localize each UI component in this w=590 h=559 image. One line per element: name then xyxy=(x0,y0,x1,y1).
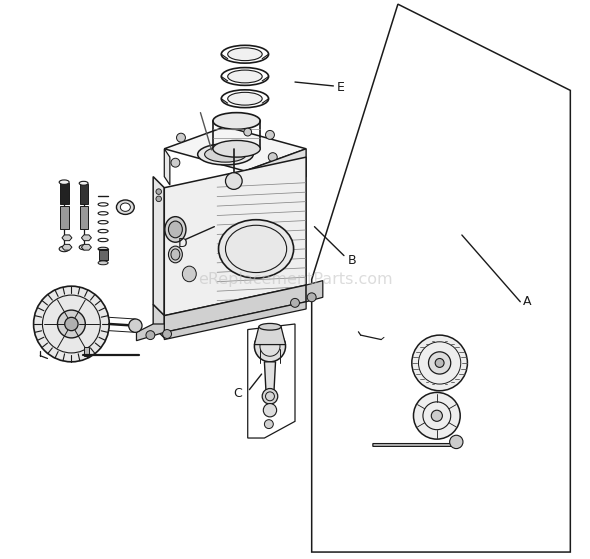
Bar xyxy=(60,206,68,229)
Polygon shape xyxy=(153,177,164,316)
Polygon shape xyxy=(81,235,91,241)
Polygon shape xyxy=(136,324,164,340)
Ellipse shape xyxy=(59,246,69,252)
Circle shape xyxy=(163,330,172,338)
Circle shape xyxy=(290,299,300,307)
Bar xyxy=(60,183,68,205)
Ellipse shape xyxy=(116,200,135,215)
Polygon shape xyxy=(164,285,306,333)
Circle shape xyxy=(146,331,155,339)
Ellipse shape xyxy=(59,180,69,184)
Circle shape xyxy=(428,352,451,374)
Ellipse shape xyxy=(98,261,108,265)
Text: B: B xyxy=(348,254,356,267)
Polygon shape xyxy=(62,244,72,250)
Circle shape xyxy=(171,158,180,167)
Circle shape xyxy=(450,435,463,448)
Ellipse shape xyxy=(169,246,182,263)
Text: eReplacementParts.com: eReplacementParts.com xyxy=(198,272,392,287)
Ellipse shape xyxy=(259,324,281,330)
Ellipse shape xyxy=(218,220,294,278)
Circle shape xyxy=(263,404,277,417)
Polygon shape xyxy=(62,235,72,241)
Polygon shape xyxy=(254,327,286,344)
Polygon shape xyxy=(264,362,276,394)
Ellipse shape xyxy=(228,92,262,105)
Ellipse shape xyxy=(171,249,180,260)
Polygon shape xyxy=(164,302,306,339)
Circle shape xyxy=(57,310,86,338)
Circle shape xyxy=(156,189,162,195)
Circle shape xyxy=(435,358,444,367)
Bar xyxy=(99,250,107,260)
Bar xyxy=(80,184,87,205)
Polygon shape xyxy=(306,281,323,302)
Text: D: D xyxy=(178,237,188,250)
Circle shape xyxy=(254,331,286,362)
Ellipse shape xyxy=(79,245,88,250)
Polygon shape xyxy=(245,149,306,199)
Polygon shape xyxy=(153,305,164,338)
Polygon shape xyxy=(164,126,306,171)
Circle shape xyxy=(414,392,460,439)
Ellipse shape xyxy=(228,70,262,83)
Text: E: E xyxy=(337,81,345,94)
Circle shape xyxy=(412,335,467,391)
Circle shape xyxy=(264,420,273,429)
Polygon shape xyxy=(373,437,456,447)
Circle shape xyxy=(225,173,242,190)
Circle shape xyxy=(244,128,251,136)
Ellipse shape xyxy=(79,181,88,185)
Ellipse shape xyxy=(120,203,130,211)
Ellipse shape xyxy=(228,48,262,60)
Bar xyxy=(84,347,89,356)
Circle shape xyxy=(129,319,142,333)
Polygon shape xyxy=(164,149,170,185)
Ellipse shape xyxy=(205,146,247,162)
Ellipse shape xyxy=(213,112,260,129)
Circle shape xyxy=(431,410,442,421)
Circle shape xyxy=(307,293,316,302)
Ellipse shape xyxy=(198,144,253,165)
Bar xyxy=(80,206,87,229)
Circle shape xyxy=(268,153,277,162)
Ellipse shape xyxy=(169,221,182,238)
Circle shape xyxy=(156,196,162,202)
Ellipse shape xyxy=(165,217,186,242)
Polygon shape xyxy=(164,157,306,316)
Circle shape xyxy=(262,389,278,404)
Circle shape xyxy=(266,130,274,139)
Polygon shape xyxy=(81,244,91,250)
Ellipse shape xyxy=(182,266,196,282)
Ellipse shape xyxy=(213,140,260,157)
Text: C: C xyxy=(234,387,242,400)
Text: A: A xyxy=(523,295,532,308)
Circle shape xyxy=(65,318,78,331)
Circle shape xyxy=(176,133,185,142)
Circle shape xyxy=(34,286,109,362)
